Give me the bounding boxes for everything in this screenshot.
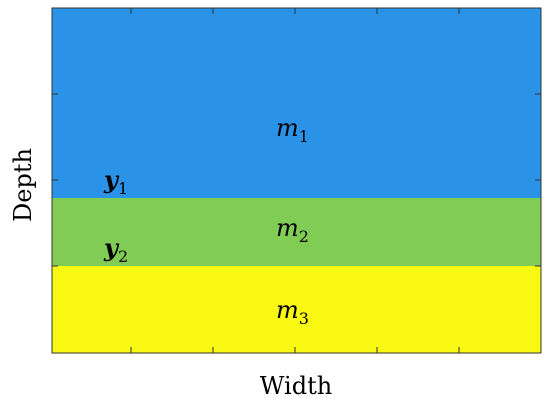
layer-2-label: m2 [276, 214, 309, 246]
layer-3-band [52, 266, 541, 353]
y-axis-label: Depth [9, 148, 37, 222]
y-ticks [52, 93, 541, 267]
interface-2-label: y2 [103, 233, 128, 266]
layer-2-band [52, 198, 541, 266]
x-axis-label: Width [260, 372, 332, 400]
layer-1-label: m1 [276, 114, 309, 146]
layer-1-band [52, 8, 541, 198]
x-ticks [130, 8, 460, 353]
interface-1-label: y1 [103, 165, 128, 198]
layer-3-label: m3 [276, 296, 309, 328]
